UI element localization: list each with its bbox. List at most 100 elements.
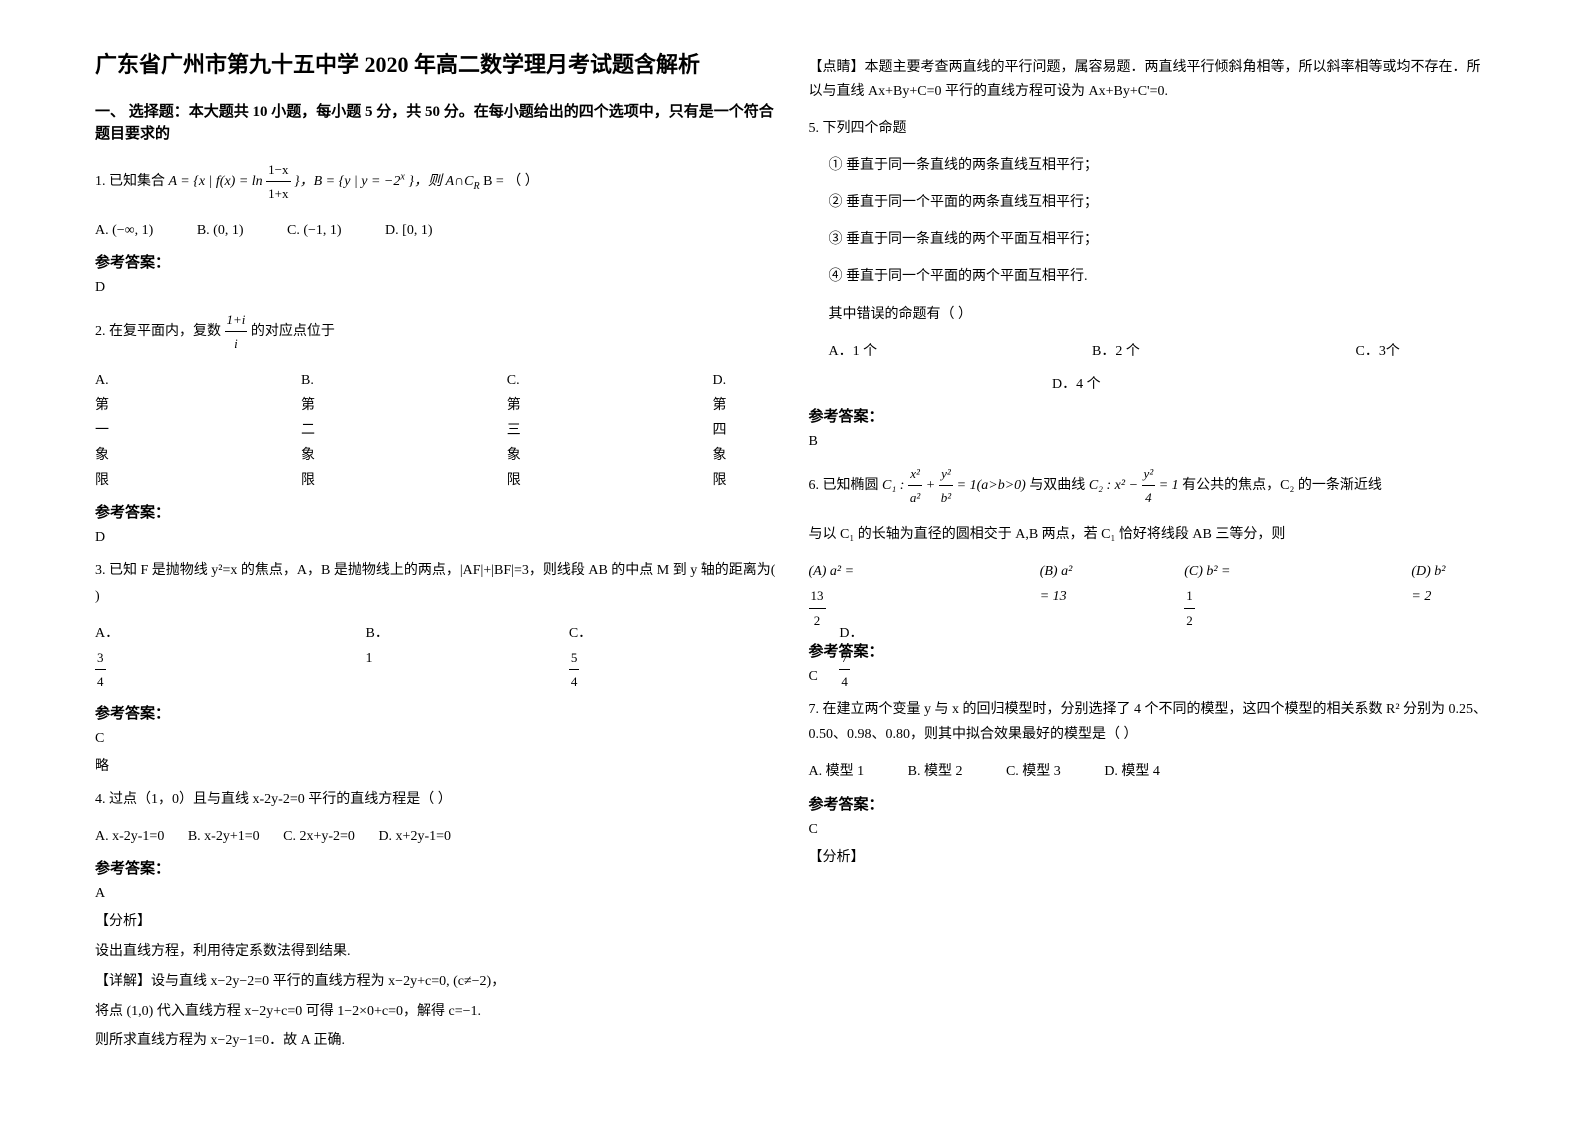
q7-opt-a: A. 模型 1 bbox=[809, 764, 865, 779]
q5-opt-c: C．3个 bbox=[1356, 344, 1400, 359]
q4-detail: 【详解】设与直线 x−2y−2=0 平行的直线方程为 x−2y+c=0, (c≠… bbox=[95, 970, 779, 994]
q6-answer-label: 参考答案： bbox=[809, 640, 1493, 661]
q6-opt-c: (C) b² = 12 bbox=[1184, 559, 1311, 632]
q3-a-prefix: A． bbox=[95, 626, 119, 641]
q1-opt-b: B. (0, 1) bbox=[197, 223, 244, 238]
q4-detail3: 则所求直线方程为 x−2y−1=0．故 A 正确. bbox=[95, 1029, 779, 1053]
q6-c1-b-num: y² bbox=[939, 462, 953, 486]
document-title: 广东省广州市第九十五中学 2020 年高二数学理月考试题含解析 bbox=[95, 50, 779, 81]
q6-c1-suffix: = 1(a>b>0) bbox=[957, 478, 1026, 493]
q1-sub-r: R bbox=[473, 181, 479, 192]
q4-opt-a: A. x-2y-1=0 bbox=[95, 829, 164, 844]
q1-opt-c: C. (−1, 1) bbox=[287, 223, 342, 238]
q3-note: 略 bbox=[95, 755, 779, 775]
q5-p2: ② 垂直于同一个平面的两条直线互相平行； bbox=[809, 190, 1493, 215]
q5-options-row2: D．4 个 bbox=[809, 372, 1493, 397]
q1-stem: 1. 已知集合 A = {x | f(x) = ln 1−x1+x }，B = … bbox=[95, 158, 779, 206]
q2-suffix: 的对应点位于 bbox=[251, 324, 335, 339]
q2-frac-den: i bbox=[225, 332, 248, 355]
q7-answer: C bbox=[809, 822, 1493, 838]
q5-opt-d: D．4 个 bbox=[1052, 377, 1101, 392]
q6-c1-a-num: x² bbox=[908, 462, 922, 486]
q7-answer-label: 参考答案： bbox=[809, 793, 1493, 814]
q1-options: A. (−∞, 1) B. (0, 1) C. (−1, 1) D. [0, 1… bbox=[95, 218, 779, 243]
q7-opt-c: C. 模型 3 bbox=[1006, 764, 1061, 779]
q3-options: A．34 B．1 C．54 D．74 bbox=[95, 621, 779, 694]
q1-suffix: B = （ ） bbox=[483, 174, 539, 189]
q2-opt-c: C. 第三象限 bbox=[507, 368, 533, 494]
q6-answer: C bbox=[809, 669, 1493, 685]
q6-a-num: 13 bbox=[809, 584, 826, 608]
q6-c1-label: C₁ : bbox=[882, 478, 904, 493]
q4-opt-d: D. x+2y-1=0 bbox=[378, 829, 451, 844]
q5-opt-a: A．1 个 bbox=[829, 339, 1049, 364]
q4-answer: A bbox=[95, 886, 779, 902]
q3-opt-a: A． 34 bbox=[95, 621, 186, 694]
q4-opt-c: C. 2x+y-2=0 bbox=[283, 829, 355, 844]
q6-c2-label: C₂ : x² − bbox=[1089, 478, 1138, 493]
q4-answer-label: 参考答案： bbox=[95, 857, 779, 878]
q1-opt-d: D. [0, 1) bbox=[385, 223, 432, 238]
q4-detail2: 将点 (1,0) 代入直线方程 x−2y+c=0 可得 1−2×0+c=0，解得… bbox=[95, 1000, 779, 1024]
q6-c1-b-den: b² bbox=[939, 486, 953, 509]
q1-opt-a: A. (−∞, 1) bbox=[95, 223, 153, 238]
q4-detail1: 设与直线 x−2y−2=0 平行的直线方程为 x−2y+c=0, (c≠−2)， bbox=[151, 974, 505, 989]
q3-stem: 3. 已知 F 是抛物线 y²=x 的焦点，A，B 是抛物线上的两点，|AF|+… bbox=[95, 558, 779, 608]
q5-p3: ③ 垂直于同一条直线的两个平面互相平行； bbox=[809, 227, 1493, 252]
q1-frac-den: 1+x bbox=[266, 182, 290, 205]
q6-line2: 与以 C₁ 的长轴为直径的圆相交于 A,B 两点，若 C₁ 恰好将线段 AB 三… bbox=[809, 522, 1493, 547]
q6-suffix1: 有公共的焦点，C₂ 的一条渐近线 bbox=[1182, 478, 1382, 493]
q4-options: A. x-2y-1=0 B. x-2y+1=0 C. 2x+y-2=0 D. x… bbox=[95, 824, 779, 849]
q5-p1: ① 垂直于同一条直线的两条直线互相平行； bbox=[809, 153, 1493, 178]
q6-c1-a-den: a² bbox=[908, 486, 922, 509]
q6-opt-d: (D) b² = 2 bbox=[1411, 559, 1452, 632]
q3-answer: C bbox=[95, 731, 779, 747]
q2-opt-b: B. 第二象限 bbox=[301, 368, 327, 494]
q5-answer: B bbox=[809, 434, 1493, 450]
q4-analysis-label: 【分析】 bbox=[95, 910, 779, 934]
q3-a-num: 3 bbox=[95, 646, 106, 670]
q4-detail-label: 【详解】 bbox=[95, 974, 151, 989]
q4-point1: 本题主要考查两直线的平行问题，属容易题．两直线平行倾斜角相等，所以斜率相等或均不… bbox=[809, 60, 1481, 99]
q6-plus: + bbox=[926, 478, 935, 493]
q3-c-prefix: C． bbox=[569, 626, 592, 641]
q1-set-b2: }，则 A∩C bbox=[408, 174, 473, 189]
q1-frac-num: 1−x bbox=[266, 158, 290, 182]
q7-options: A. 模型 1 B. 模型 2 C. 模型 3 D. 模型 4 bbox=[809, 759, 1493, 784]
q1-prefix: 1. 已知集合 bbox=[95, 174, 165, 189]
q1-answer-label: 参考答案： bbox=[95, 251, 779, 272]
q2-frac-num: 1+i bbox=[225, 308, 248, 332]
q1-set-a: A = {x | f(x) = ln bbox=[169, 174, 263, 189]
q2-stem: 2. 在复平面内，复数 1+ii 的对应点位于 bbox=[95, 308, 779, 356]
q5-options-row1: A．1 个 B．2 个 C．3个 bbox=[809, 339, 1493, 364]
q5-stem: 5. 下列四个命题 bbox=[809, 116, 1493, 141]
q6-c-prefix: (C) b² = bbox=[1184, 564, 1230, 579]
q3-opt-b: B．1 bbox=[366, 621, 389, 694]
right-column: 【点睛】本题主要考查两直线的平行问题，属容易题．两直线平行倾斜角相等，所以斜率相… bbox=[794, 50, 1508, 1072]
section-1-header: 一、 选择题：本大题共 10 小题，每小题 5 分，共 50 分。在每小题给出的… bbox=[95, 101, 779, 146]
q6-opt-b: (B) a² = 13 bbox=[1040, 559, 1084, 632]
q4-stem: 4. 过点（1，0）且与直线 x-2y-2=0 平行的直线方程是（ ） bbox=[95, 787, 779, 812]
q7-analysis-label: 【分析】 bbox=[809, 846, 1493, 870]
q6-stem: 6. 已知椭圆 C₁ : x²a² + y²b² = 1(a>b>0) 与双曲线… bbox=[809, 462, 1493, 510]
q3-c-den: 4 bbox=[569, 670, 580, 693]
q6-prefix: 6. 已知椭圆 bbox=[809, 478, 879, 493]
q5-p4: ④ 垂直于同一个平面的两个平面互相平行. bbox=[809, 264, 1493, 289]
q4-point-label: 【点睛】 bbox=[809, 60, 865, 75]
q2-opt-d: D. 第四象限 bbox=[712, 368, 738, 494]
q2-frac: 1+ii bbox=[225, 308, 248, 356]
q2-answer: D bbox=[95, 530, 779, 546]
q2-options: A. 第一象限 B. 第二象限 C. 第三象限 D. 第四象限 bbox=[95, 368, 779, 494]
q1-exp: x bbox=[400, 171, 404, 182]
q4-analysis1: 设出直线方程，利用待定系数法得到结果. bbox=[95, 940, 779, 964]
q6-a-prefix: (A) a² = bbox=[809, 564, 855, 579]
q3-a-den: 4 bbox=[95, 670, 106, 693]
q6-options: (A) a² = 132 (B) a² = 13 (C) b² = 12 (D)… bbox=[809, 559, 1493, 632]
q2-prefix: 2. 在复平面内，复数 bbox=[95, 324, 221, 339]
q4-point: 【点睛】本题主要考查两直线的平行问题，属容易题．两直线平行倾斜角相等，所以斜率相… bbox=[809, 56, 1493, 104]
q3-c-num: 5 bbox=[569, 646, 580, 670]
q6-c2-num: y² bbox=[1142, 462, 1156, 486]
q6-c2-den: 4 bbox=[1142, 486, 1156, 509]
q2-answer-label: 参考答案： bbox=[95, 501, 779, 522]
q4-opt-b: B. x-2y+1=0 bbox=[188, 829, 260, 844]
